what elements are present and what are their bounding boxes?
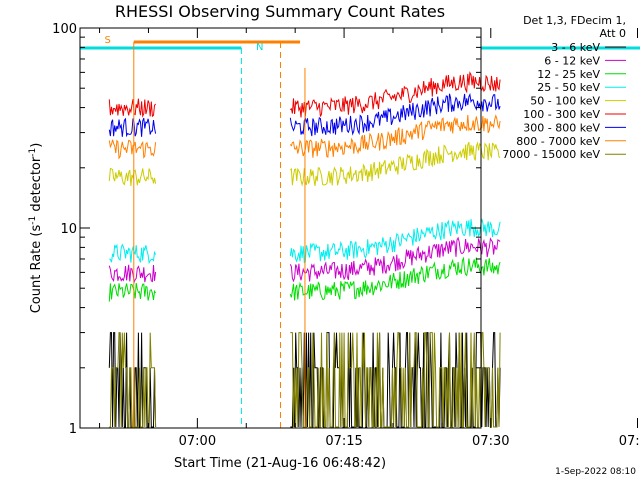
chart-title: RHESSI Observing Summary Count Rates bbox=[115, 2, 445, 21]
legend-entry-label: 800 - 7000 keV bbox=[516, 135, 600, 148]
flag-layer: SN bbox=[79, 35, 640, 428]
series-300-800-kev bbox=[108, 92, 501, 138]
y-tick-label: 100 bbox=[52, 22, 77, 37]
legend-entry-label: 12 - 25 keV bbox=[537, 68, 600, 81]
series-trace bbox=[289, 71, 501, 118]
data-layer bbox=[108, 71, 501, 428]
series-trace bbox=[108, 139, 157, 160]
legend-entry-label: 3 - 6 keV bbox=[551, 41, 600, 54]
series-trace bbox=[108, 98, 157, 118]
series-25-50-kev bbox=[109, 218, 501, 265]
y-tick-label: 1 bbox=[69, 422, 77, 437]
legend-entry-label: 300 - 800 keV bbox=[523, 121, 600, 134]
y-axis-label: Count Rate (s-1 detector-1) bbox=[28, 143, 44, 314]
series-trace bbox=[108, 117, 157, 138]
legend-header-line2: Att 0 bbox=[600, 27, 626, 40]
series-trace bbox=[108, 264, 157, 285]
series-trace bbox=[289, 141, 501, 187]
footer-timestamp: 1-Sep-2022 08:10 bbox=[555, 467, 636, 477]
series-7000-15000-kev bbox=[109, 332, 501, 428]
legend-entry-label: 7000 - 15000 keV bbox=[502, 148, 600, 161]
series-100-300-kev bbox=[108, 71, 501, 118]
series-12-25-kev bbox=[108, 256, 501, 302]
series-trace bbox=[289, 218, 501, 264]
series-50-100-kev bbox=[108, 141, 501, 187]
series-trace bbox=[108, 282, 157, 302]
series-trace bbox=[290, 332, 501, 428]
series-trace bbox=[289, 92, 501, 137]
x-tick-label: 07:45 bbox=[619, 434, 640, 449]
x-tick-label: 07:30 bbox=[472, 434, 509, 449]
x-axis-label: Start Time (21-Aug-16 06:48:42) bbox=[174, 456, 386, 471]
flag-s-label: S bbox=[104, 35, 110, 46]
y-tick-label: 10 bbox=[60, 222, 77, 237]
series-trace bbox=[108, 167, 157, 187]
series-trace bbox=[289, 256, 501, 301]
legend-entry-label: 25 - 50 keV bbox=[537, 81, 600, 94]
legend-entry-label: 6 - 12 keV bbox=[544, 54, 600, 67]
x-tick-label: 07:00 bbox=[179, 434, 216, 449]
series-6-12-kev bbox=[108, 236, 501, 285]
x-tick-label: 07:15 bbox=[325, 434, 362, 449]
legend-entry-label: 50 - 100 keV bbox=[530, 95, 600, 108]
legend-header-line1: Det 1,3, FDecim 1, bbox=[523, 14, 626, 27]
series-800-7000-kev bbox=[108, 114, 501, 160]
flag-n-label: N bbox=[256, 42, 263, 53]
legend-entry-label: 100 - 300 keV bbox=[523, 108, 600, 121]
series-trace bbox=[109, 332, 157, 428]
series-trace bbox=[289, 114, 501, 158]
series-trace bbox=[109, 243, 157, 265]
series-trace bbox=[289, 236, 501, 283]
